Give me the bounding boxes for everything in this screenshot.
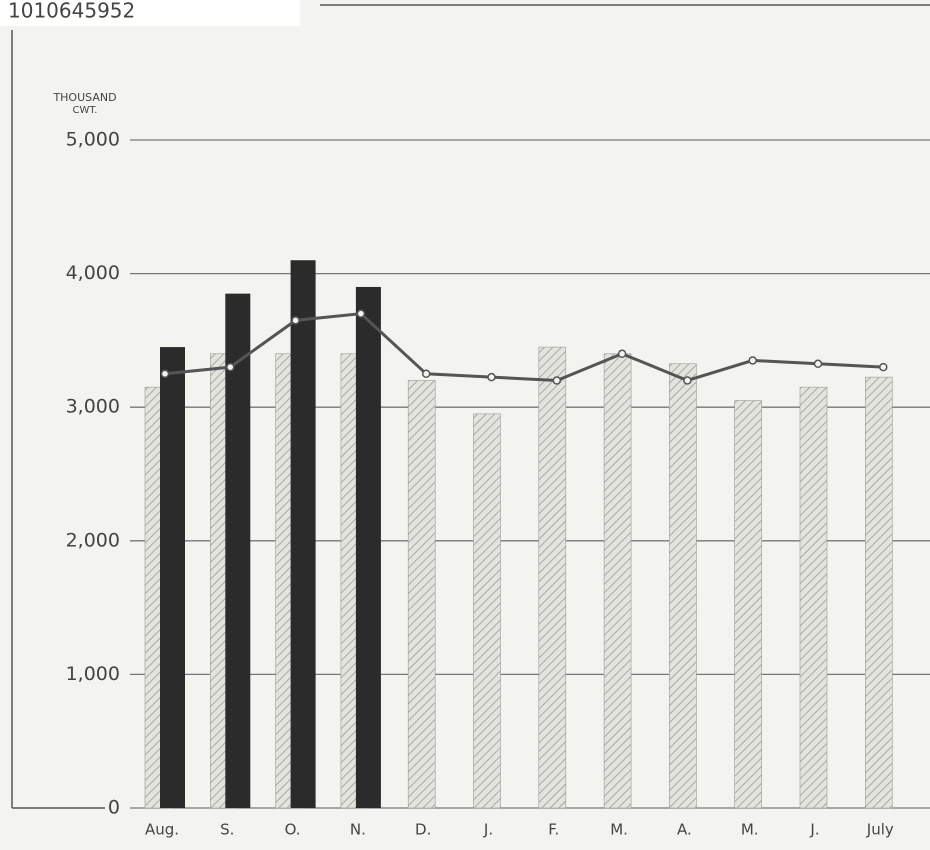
bar: [864, 376, 893, 809]
y-tick-label: 5,000: [66, 129, 120, 151]
y-axis-label: THOUSAND: [52, 91, 116, 104]
x-tick-label: M.: [741, 821, 759, 839]
line-point: [356, 309, 366, 318]
line-point: [748, 356, 757, 365]
line-point: [487, 372, 496, 382]
line: [164, 312, 884, 383]
y-axis-label: CWT.: [73, 105, 98, 116]
line-point: [291, 316, 300, 325]
y-tick-label: 2,000: [66, 529, 120, 551]
line-point: [813, 359, 823, 369]
x-tick-label: D.: [415, 821, 431, 839]
x-tick-label: J.: [809, 821, 819, 839]
x-tick-label: S.: [220, 821, 234, 839]
y-tick-label: 3,000: [66, 396, 120, 418]
x-tick-label: M.: [610, 821, 628, 839]
y-tick-label: 0: [108, 797, 120, 819]
line-point: [552, 376, 562, 385]
x-tick-label: N.: [350, 821, 366, 839]
bar: [669, 363, 697, 809]
bar: [799, 386, 828, 809]
bar: [603, 353, 632, 809]
x-tick-label: Aug.: [145, 821, 179, 839]
bar: [538, 346, 567, 809]
x-tick-label: O.: [285, 821, 301, 839]
bar: [407, 380, 436, 809]
bar: [734, 400, 763, 809]
x-tick-label: July: [866, 821, 894, 839]
x-tick-label: F.: [548, 821, 559, 839]
document-id: 1010645952: [8, 0, 135, 23]
bar: [473, 413, 501, 809]
x-tick-label: J.: [483, 821, 493, 839]
line-point: [617, 349, 627, 359]
line-point: [879, 362, 888, 372]
bar: [160, 347, 185, 808]
line-point: [160, 369, 170, 379]
line-point: [226, 362, 235, 372]
bar: [290, 260, 316, 808]
x-tick-label: A.: [677, 821, 692, 839]
bar: [225, 293, 251, 808]
line-point: [683, 376, 692, 385]
line-point: [421, 369, 431, 379]
y-tick-label: 4,000: [66, 262, 120, 284]
y-tick-label: 1,000: [66, 663, 120, 685]
bar: [355, 286, 381, 809]
id-box: [0, 0, 300, 26]
